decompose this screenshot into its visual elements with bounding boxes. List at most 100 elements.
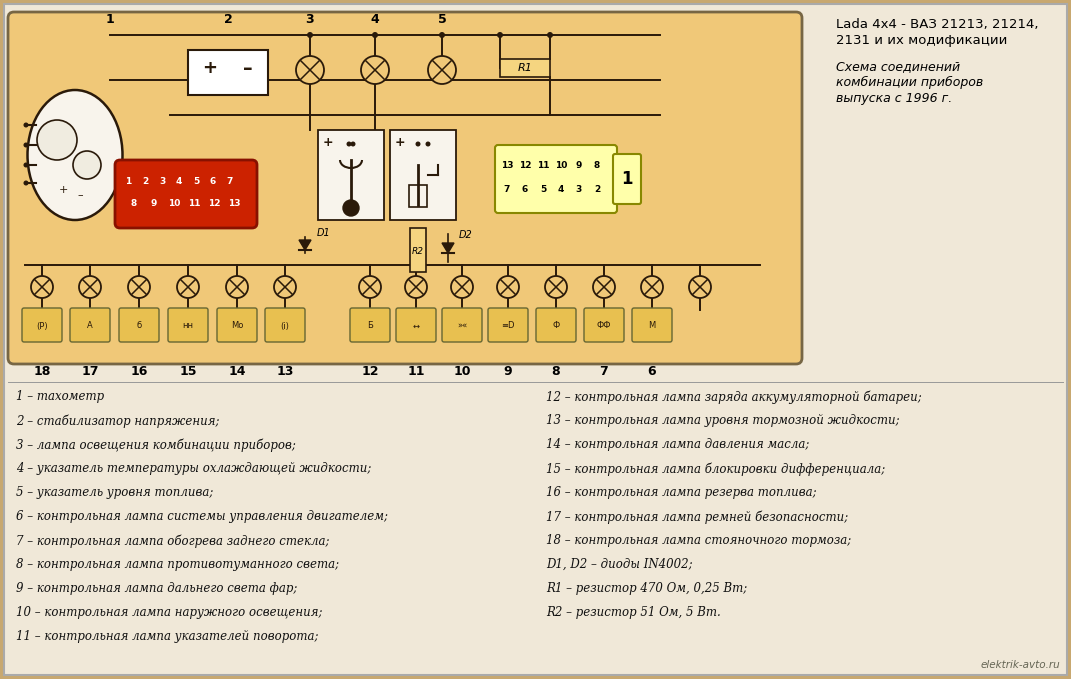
Text: Lada 4x4 - ВАЗ 21213, 21214,: Lada 4x4 - ВАЗ 21213, 21214, bbox=[836, 18, 1039, 31]
Text: R2: R2 bbox=[412, 248, 424, 257]
Text: A: A bbox=[87, 321, 93, 331]
Text: R1 – резистор 470 Ом, 0,25 Вт;: R1 – резистор 470 Ом, 0,25 Вт; bbox=[546, 582, 748, 595]
Circle shape bbox=[416, 141, 421, 147]
Circle shape bbox=[79, 276, 101, 298]
Circle shape bbox=[372, 32, 378, 38]
Circle shape bbox=[451, 276, 473, 298]
Bar bbox=[390, 130, 456, 220]
FancyBboxPatch shape bbox=[350, 308, 390, 342]
Text: 15: 15 bbox=[179, 365, 197, 378]
Text: 7: 7 bbox=[503, 185, 510, 194]
Text: R1: R1 bbox=[517, 63, 532, 73]
Text: (i): (i) bbox=[281, 321, 289, 331]
Text: выпуска с 1996 г.: выпуска с 1996 г. bbox=[836, 92, 952, 105]
Text: 12 – контрольная лампа заряда аккумуляторной батареи;: 12 – контрольная лампа заряда аккумулято… bbox=[546, 390, 922, 403]
Text: 8: 8 bbox=[594, 160, 600, 170]
Circle shape bbox=[24, 122, 29, 128]
Bar bbox=[409, 185, 427, 207]
Circle shape bbox=[307, 32, 313, 38]
FancyBboxPatch shape bbox=[70, 308, 110, 342]
Bar bbox=[188, 50, 268, 95]
Text: 12: 12 bbox=[208, 198, 221, 208]
Circle shape bbox=[359, 276, 381, 298]
Text: 9: 9 bbox=[503, 365, 512, 378]
Text: 11: 11 bbox=[187, 198, 200, 208]
Text: 6: 6 bbox=[522, 185, 528, 194]
FancyBboxPatch shape bbox=[488, 308, 528, 342]
Circle shape bbox=[642, 276, 663, 298]
Text: 17: 17 bbox=[81, 365, 99, 378]
FancyBboxPatch shape bbox=[265, 308, 305, 342]
Bar bbox=[318, 130, 384, 220]
Text: 5: 5 bbox=[540, 185, 546, 194]
Text: 3: 3 bbox=[576, 185, 583, 194]
Text: Ф: Ф bbox=[553, 321, 560, 331]
Text: 11: 11 bbox=[537, 160, 549, 170]
Text: 5: 5 bbox=[438, 13, 447, 26]
Polygon shape bbox=[299, 240, 311, 250]
Text: 13: 13 bbox=[501, 160, 513, 170]
Text: М: М bbox=[648, 321, 655, 331]
Text: 7: 7 bbox=[227, 177, 233, 187]
Text: elektrik-avto.ru: elektrik-avto.ru bbox=[980, 660, 1060, 670]
Circle shape bbox=[296, 56, 325, 84]
Text: 3: 3 bbox=[159, 177, 165, 187]
Text: D1, D2 – диоды IN4002;: D1, D2 – диоды IN4002; bbox=[546, 558, 693, 571]
Circle shape bbox=[343, 200, 359, 216]
Text: »«: »« bbox=[457, 321, 467, 331]
Circle shape bbox=[428, 56, 456, 84]
Circle shape bbox=[497, 276, 519, 298]
Text: 4: 4 bbox=[558, 185, 564, 194]
Circle shape bbox=[37, 120, 77, 160]
Text: 10: 10 bbox=[555, 160, 568, 170]
Text: ФФ: ФФ bbox=[597, 321, 612, 331]
Circle shape bbox=[547, 32, 553, 38]
Circle shape bbox=[439, 32, 444, 38]
Circle shape bbox=[24, 181, 29, 185]
Text: –: – bbox=[77, 190, 82, 200]
Circle shape bbox=[31, 276, 52, 298]
Text: 14 – контрольная лампа давления масла;: 14 – контрольная лампа давления масла; bbox=[546, 438, 810, 451]
Text: 14: 14 bbox=[228, 365, 245, 378]
Text: 13: 13 bbox=[276, 365, 293, 378]
Circle shape bbox=[24, 162, 29, 168]
Circle shape bbox=[226, 276, 248, 298]
Text: 11 – контрольная лампа указателей поворота;: 11 – контрольная лампа указателей поворо… bbox=[16, 630, 318, 643]
Text: 6: 6 bbox=[648, 365, 657, 378]
FancyBboxPatch shape bbox=[495, 145, 617, 213]
Text: 13: 13 bbox=[228, 198, 240, 208]
Text: 7 – контрольная лампа обогрева заднего стекла;: 7 – контрольная лампа обогрева заднего с… bbox=[16, 534, 330, 547]
FancyBboxPatch shape bbox=[119, 308, 159, 342]
Text: 3 – лампа освещения комбинации приборов;: 3 – лампа освещения комбинации приборов; bbox=[16, 438, 296, 452]
FancyBboxPatch shape bbox=[22, 308, 62, 342]
FancyBboxPatch shape bbox=[396, 308, 436, 342]
Text: 10: 10 bbox=[453, 365, 471, 378]
Text: 7: 7 bbox=[600, 365, 608, 378]
Text: +: + bbox=[58, 185, 67, 195]
Text: комбинации приборов: комбинации приборов bbox=[836, 76, 983, 89]
Text: 8 – контрольная лампа противотуманного света;: 8 – контрольная лампа противотуманного с… bbox=[16, 558, 340, 571]
Text: 10: 10 bbox=[168, 198, 180, 208]
Text: (P): (P) bbox=[36, 321, 48, 331]
Text: 2: 2 bbox=[141, 177, 148, 187]
Text: 1 – тахометр: 1 – тахометр bbox=[16, 390, 104, 403]
Text: +: + bbox=[395, 136, 405, 149]
Text: 2 – стабилизатор напряжения;: 2 – стабилизатор напряжения; bbox=[16, 414, 220, 428]
Circle shape bbox=[24, 143, 29, 147]
Text: 18 – контрольная лампа стояночного тормоза;: 18 – контрольная лампа стояночного тормо… bbox=[546, 534, 851, 547]
Text: D2: D2 bbox=[459, 230, 472, 240]
Text: 10 – контрольная лампа наружного освещения;: 10 – контрольная лампа наружного освещен… bbox=[16, 606, 322, 619]
Circle shape bbox=[73, 151, 101, 179]
FancyBboxPatch shape bbox=[7, 12, 802, 364]
Text: 18: 18 bbox=[33, 365, 50, 378]
FancyBboxPatch shape bbox=[442, 308, 482, 342]
Text: 1: 1 bbox=[106, 13, 115, 26]
Text: 4: 4 bbox=[371, 13, 379, 26]
Ellipse shape bbox=[28, 90, 122, 220]
Text: R2 – резистор 51 Ом, 5 Вт.: R2 – резистор 51 Ом, 5 Вт. bbox=[546, 606, 721, 619]
Text: 9 – контрольная лампа дальнего света фар;: 9 – контрольная лампа дальнего света фар… bbox=[16, 582, 298, 595]
Circle shape bbox=[593, 276, 615, 298]
FancyBboxPatch shape bbox=[632, 308, 672, 342]
Text: 16 – контрольная лампа резерва топлива;: 16 – контрольная лампа резерва топлива; bbox=[546, 486, 816, 499]
Text: 9: 9 bbox=[151, 198, 157, 208]
